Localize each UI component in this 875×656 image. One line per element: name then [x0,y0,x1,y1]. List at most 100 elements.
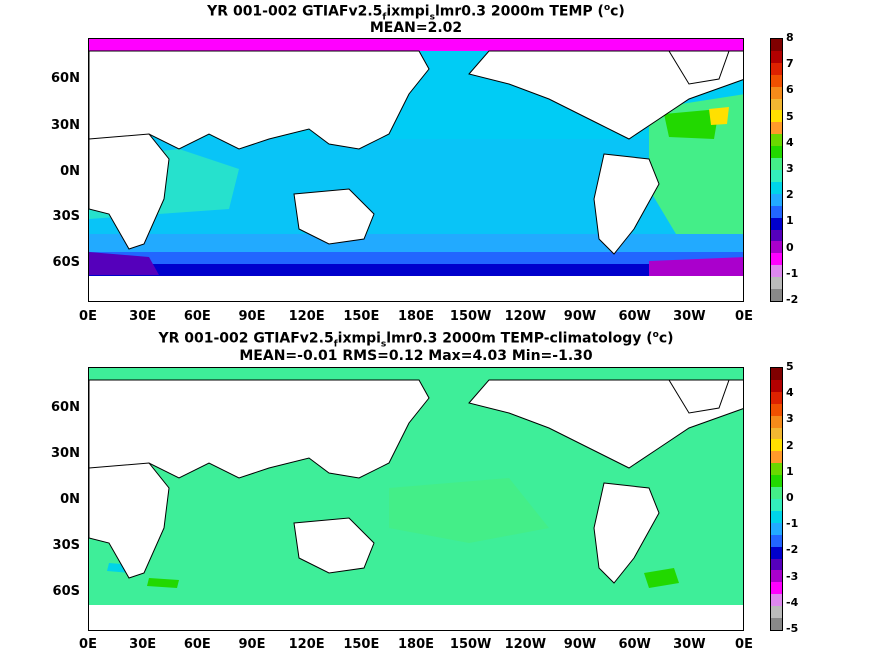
colorbar-segment [771,74,782,87]
colorbar-segment [771,546,782,559]
lon-label: 120E [288,309,325,324]
colorbar-tick-label: -2 [786,543,799,557]
colorbar-segment [771,534,782,547]
lon-label: 30E [129,637,157,652]
colorbar-segment [771,594,782,607]
colorbar-tick-label: 8 [786,31,794,44]
map-panel-1 [88,38,744,302]
colorbar-segment [771,134,782,147]
lon-label: 180E [397,309,435,324]
colorbar-segment [771,193,782,206]
lat-label-30n-p1: 30N [51,118,80,133]
colorbar-segment [771,510,782,523]
lon-label: 150W [449,637,492,652]
colorbar-tick-label: 0 [786,491,794,504]
colorbar-tick-label: 2 [786,438,794,452]
colorbar-segment [771,403,782,416]
colorbar-tick-label: 5 [786,360,794,373]
colorbar-tick-label: 4 [786,386,794,400]
lon-label: 150E [343,309,380,324]
colorbar-segment [771,522,782,535]
colorbar-segment [771,217,782,230]
colorbar-segment [771,265,782,278]
colorbar-segment [771,427,782,440]
colorbar-segment [771,606,782,619]
colorbar-segment [771,451,782,464]
colorbar-tick-label: 1 [786,214,794,228]
lon-label: 150W [449,309,492,324]
panel2-stats: MEAN=-0.01 RMS=0.12 Max=4.03 Min=-1.30 [239,348,593,364]
colorbar-segment [771,229,782,242]
colorbar-tick-label: -5 [786,622,799,635]
colorbar-segment [771,379,782,392]
lat-label-30n-p2: 30N [51,446,80,461]
colorbar-segment [771,241,782,254]
lon-label: 0E [735,637,753,652]
colorbar-tick-label: -3 [786,569,799,583]
colorbar-segment [771,122,782,135]
colorbar-tick-label: -2 [786,293,799,306]
panel2-title: YR 001-002 GTIAFv2.5fixmpislmr0.3 2000m … [158,330,674,350]
lat-label-0n-p2: 0N [60,492,80,507]
colorbar-segment [771,498,782,511]
lon-label: 30W [673,309,706,324]
colorbar-segment [771,50,782,63]
colorbar-segment [771,181,782,194]
colorbar-segment [771,463,782,476]
colorbar-segment [771,146,782,159]
colorbar-segment [771,169,782,182]
colorbar-tick-label: -1 [786,266,799,280]
lon-label: 120W [504,309,547,324]
lon-label: 120W [504,637,547,652]
lon-label: 30W [673,637,706,652]
colorbar-segment [771,205,782,218]
lon-label: 60W [618,309,651,324]
colorbar-segment [771,62,782,75]
colorbar-tick-label: 3 [786,412,794,426]
colorbar-segment [771,86,782,99]
colorbar-segment [771,415,782,428]
lon-label: 0E [79,309,97,324]
lon-label: 90W [563,637,597,652]
colorbar-segment [771,158,782,170]
colorbar-tick-label: 7 [786,57,794,71]
lon-label: 30E [129,309,157,324]
colorbar-segment [771,618,782,630]
colorbar-tick-label: 6 [786,83,794,97]
lat-label-30s-p1: 30S [52,209,80,224]
colorbar-panel1 [770,38,783,302]
lat-label-30s-p2: 30S [52,538,80,553]
lon-label: 90W [563,309,597,324]
lon-label: 60E [183,637,211,652]
colorbar-tick-label: 2 [786,188,794,202]
colorbar-tick-label: 1 [786,464,794,478]
lon-label: 90E [238,637,266,652]
lon-label: 120E [288,637,325,652]
colorbar-segment [771,368,782,380]
colorbar-panel2 [770,367,783,631]
lat-label-60s-p2: 60S [52,584,80,599]
lon-label: 60E [183,309,211,324]
colorbar-segment [771,570,782,583]
colorbar-segment [771,475,782,488]
colorbar-tick-label: 4 [786,135,794,149]
colorbar-tick-label: -1 [786,517,799,531]
lat-label-0n-p1: 0N [60,164,80,179]
lon-label: 150E [343,637,380,652]
colorbar-tick-label: 5 [786,109,794,123]
colorbar-segment [771,582,782,595]
lat-label-60s-p1: 60S [52,255,80,270]
lat-label-60n-p1: 60N [51,71,80,86]
lon-label: 60W [618,637,651,652]
colorbar-tick-label: 3 [786,162,794,175]
colorbar-segment [771,487,782,499]
map-panel-2 [88,367,744,631]
colorbar-segment [771,289,782,301]
colorbar-segment [771,98,782,111]
lon-label: 0E [735,309,753,324]
colorbar-segment [771,558,782,571]
colorbar-tick-label: -4 [786,595,799,609]
colorbar-segment [771,253,782,266]
lon-label: 90E [238,309,266,324]
panel1-title: YR 001-002 GTIAFv2.5fixmpislmr0.3 2000m … [207,3,625,23]
